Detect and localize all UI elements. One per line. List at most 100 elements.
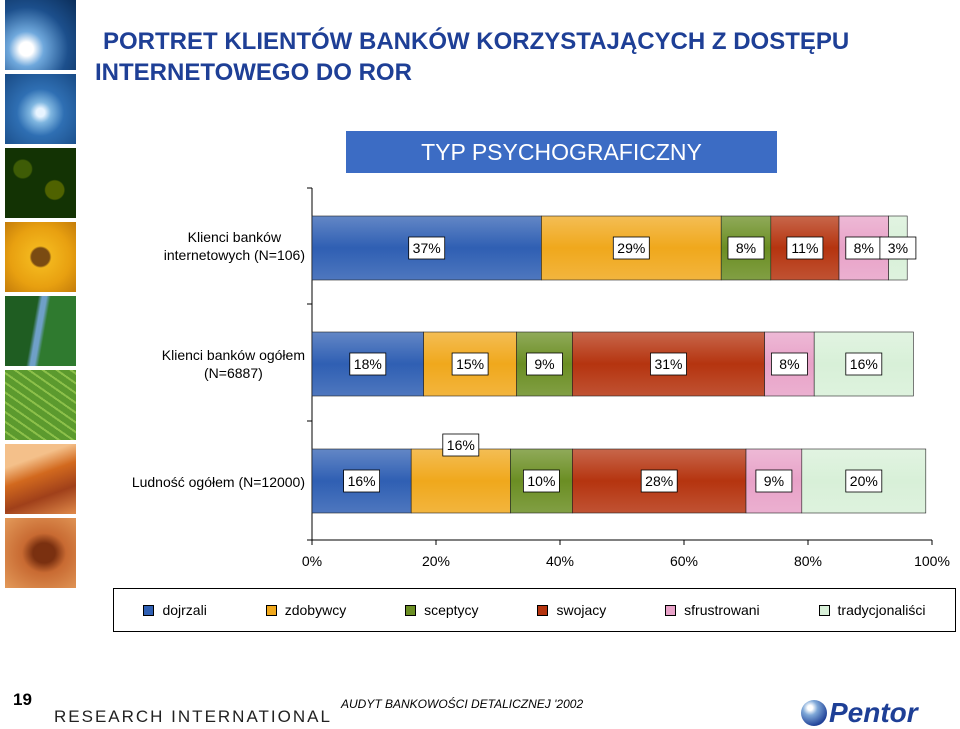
pentor-logo: Pentor xyxy=(801,697,918,729)
leaf-photo xyxy=(5,370,76,440)
data-label: 9% xyxy=(755,469,793,493)
data-label-box xyxy=(640,469,678,493)
chart-legend: dojrzali zdobywcy sceptycy swojacy sfrustrow… xyxy=(113,588,956,632)
data-label-text: 3% xyxy=(888,240,908,256)
category-label-all-bank-clients: Klienci banków ogółem (N=6887) xyxy=(162,346,305,382)
category-label-line: Ludność ogółem (N=12000) xyxy=(131,474,305,490)
data-label: 9% xyxy=(526,352,563,376)
bar-segment-zdobywcy xyxy=(410,448,511,514)
subtitle-text: TYP PSYCHOGRAFICZNY xyxy=(421,138,702,165)
legend-swatch xyxy=(143,604,155,616)
data-label-box xyxy=(612,236,650,260)
data-label-text: 16% xyxy=(447,437,475,453)
data-label-text: 8% xyxy=(854,240,874,256)
legend-item-sceptycy: sceptycy xyxy=(405,602,479,618)
photo-strip xyxy=(5,0,76,588)
data-label: 8% xyxy=(727,236,765,260)
data-label: 3% xyxy=(879,236,917,260)
pentor-logo-text: Pentor xyxy=(829,697,918,728)
footprint-photo xyxy=(5,518,76,588)
legend-label: sceptycy xyxy=(424,602,479,618)
legend-label: sfrustrowani xyxy=(684,602,760,618)
legend-label: zdobywcy xyxy=(284,602,347,618)
data-label-text: 11% xyxy=(791,240,818,256)
data-label-box xyxy=(442,433,480,457)
title-line-2: INTERNETOWEGO DO ROR xyxy=(95,59,412,86)
data-label-text: 29% xyxy=(617,240,645,256)
title-line-1: PORTRET KLIENTÓW BANKÓW KORZYSTAJĄCYCH Z… xyxy=(103,28,850,55)
data-label-text: 31% xyxy=(654,356,682,372)
legend-swatch xyxy=(537,604,549,616)
data-label-text: 20% xyxy=(850,473,878,489)
legend-label: tradycjonaliści xyxy=(837,602,926,618)
data-label: 10% xyxy=(523,469,560,493)
wave-photo xyxy=(5,0,76,70)
data-label-box xyxy=(727,236,765,260)
bar-segment-zdobywcy xyxy=(423,331,517,397)
subtitle-banner: TYP PSYCHOGRAFICZNY xyxy=(346,131,777,173)
x-tick-label: 60% xyxy=(670,553,698,569)
data-label-text: 8% xyxy=(779,356,799,372)
data-label-box xyxy=(523,469,560,493)
sunflower-field-photo xyxy=(5,148,76,218)
pentor-globe-icon xyxy=(801,700,827,726)
page-title: PORTRET KLIENTÓW BANKÓW KORZYSTAJĄCYCH Z… xyxy=(95,26,955,88)
legend-swatch xyxy=(818,604,830,616)
stacked-bar-chart: 0% 20% 40% 60% 80% 100% 37% 29% 8% 11% 8% 3% 18% 15% 9… xyxy=(302,187,950,569)
legend-item-zdobywcy: zdobywcy xyxy=(265,602,347,618)
river-forest-photo xyxy=(5,296,76,366)
data-label-text: 9% xyxy=(534,356,554,372)
research-international-logo: RESEARCH INTERNATIONAL xyxy=(54,707,332,726)
data-label-box xyxy=(786,236,824,260)
data-label-text: 16% xyxy=(850,356,878,372)
data-label: 16% xyxy=(845,352,883,376)
legend-label: swojacy xyxy=(556,602,607,618)
category-label-internet-banks: Klienci banków internetowych (N=106) xyxy=(164,228,305,264)
legend-item-sfrustrowani: sfrustrowani xyxy=(665,602,760,618)
category-label-line: (N=6887) xyxy=(204,365,263,381)
sunflower-photo xyxy=(5,222,76,292)
data-label: 31% xyxy=(650,352,687,376)
category-label-line: Klienci banków xyxy=(187,229,282,245)
data-label: 18% xyxy=(349,352,387,376)
legend-item-dojrzali: dojrzali xyxy=(143,602,207,618)
data-label: 37% xyxy=(408,236,446,260)
legend-label: dojrzali xyxy=(162,602,207,618)
category-label-line: Klienci banków ogółem xyxy=(161,347,305,363)
category-label-population: Ludność ogółem (N=12000) xyxy=(132,473,305,491)
legend-item-tradycjonaliści: tradycjonaliści xyxy=(818,602,926,618)
x-tick-label: 40% xyxy=(546,553,574,569)
data-label-box xyxy=(349,352,387,376)
data-label-box xyxy=(755,469,793,493)
data-label: 20% xyxy=(845,469,883,493)
legend-swatch xyxy=(405,604,417,616)
data-label-text: 28% xyxy=(645,473,673,489)
x-tick-label: 0% xyxy=(302,553,322,569)
x-tick-label: 100% xyxy=(914,553,950,569)
data-label: 29% xyxy=(612,236,650,260)
page-number: 19 xyxy=(13,690,32,709)
data-label-box xyxy=(845,469,883,493)
water-drop-photo xyxy=(5,74,76,144)
data-label-box xyxy=(408,236,446,260)
data-label-box xyxy=(845,352,883,376)
data-label: 28% xyxy=(640,469,678,493)
data-label-box xyxy=(771,352,808,376)
data-label-box xyxy=(650,352,687,376)
data-label-text: 16% xyxy=(348,473,376,489)
data-label: 16% xyxy=(343,469,381,493)
data-label: 11% xyxy=(786,236,824,260)
data-label: 16% xyxy=(442,433,480,457)
data-label: 15% xyxy=(451,352,489,376)
data-label: 8% xyxy=(845,236,883,260)
legend-swatch xyxy=(265,604,277,616)
audit-footer-text: AUDYT BANKOWOŚCI DETALICZNEJ '2002 xyxy=(341,697,584,711)
data-label-text: 10% xyxy=(527,473,555,489)
data-label-text: 9% xyxy=(764,473,784,489)
data-label-box xyxy=(451,352,489,376)
category-label-line: internetowych (N=106) xyxy=(163,247,305,263)
legend-swatch xyxy=(665,604,677,616)
data-label-text: 18% xyxy=(354,356,382,372)
data-label: 8% xyxy=(771,352,808,376)
data-label-text: 8% xyxy=(736,240,756,256)
